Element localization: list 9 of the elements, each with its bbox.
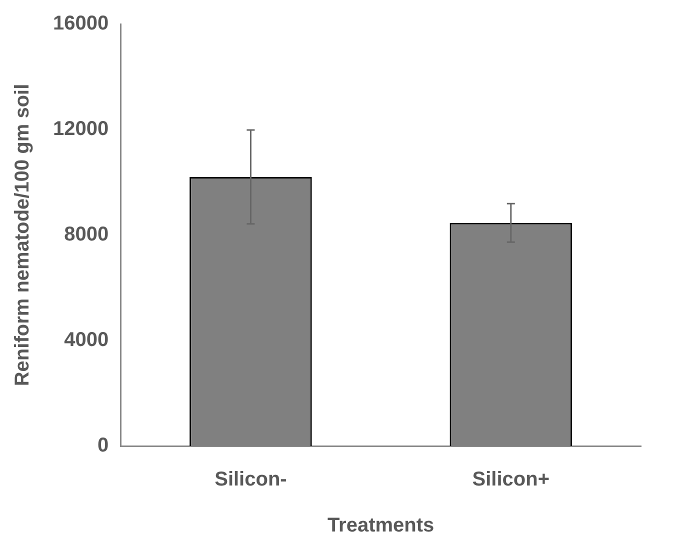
y-tick-label: 0 xyxy=(97,434,109,457)
y-tick-label: 8000 xyxy=(64,224,109,246)
x-axis-title: Treatments xyxy=(327,514,434,537)
y-tick-label: 16000 xyxy=(52,12,109,35)
y-tick-label: 4000 xyxy=(64,329,109,352)
y-axis-title: Reniform nematode/100 gm soil xyxy=(12,84,34,386)
x-tick-label: Silicon+ xyxy=(472,468,550,491)
x-tick-label: Silicon- xyxy=(214,468,287,491)
y-tick-label: 12000 xyxy=(52,118,109,140)
